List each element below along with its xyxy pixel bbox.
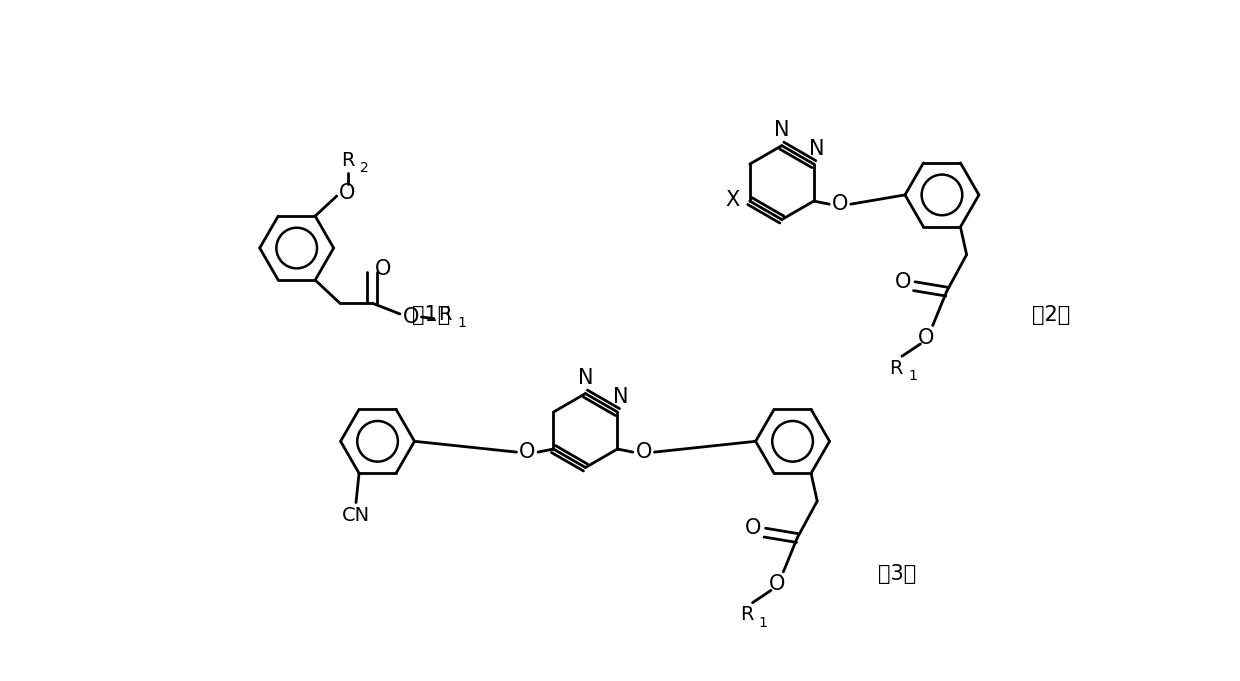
Text: N: N — [578, 368, 593, 388]
Text: N: N — [613, 387, 629, 407]
Text: R: R — [439, 305, 453, 324]
Text: O: O — [919, 328, 935, 348]
Text: N: N — [810, 139, 825, 159]
Text: （1）: （1） — [413, 305, 450, 325]
Text: O: O — [374, 259, 391, 279]
Text: R: R — [341, 151, 355, 170]
Text: （2）: （2） — [1032, 305, 1070, 325]
Text: N: N — [774, 121, 790, 140]
Text: O: O — [403, 307, 419, 327]
Text: O: O — [635, 442, 652, 462]
Text: O: O — [520, 442, 536, 462]
Text: R: R — [889, 359, 903, 378]
Text: CN: CN — [342, 506, 370, 525]
Text: O: O — [894, 272, 911, 291]
Text: X: X — [725, 190, 740, 210]
Text: 2: 2 — [360, 161, 368, 174]
Text: R: R — [739, 605, 753, 624]
Text: O: O — [745, 518, 761, 538]
Text: 1: 1 — [908, 369, 918, 383]
Text: 1: 1 — [759, 616, 768, 630]
Text: 1: 1 — [458, 316, 466, 330]
Text: O: O — [832, 194, 848, 214]
Text: （3）: （3） — [878, 564, 916, 584]
Text: O: O — [340, 183, 356, 203]
Text: O: O — [769, 574, 785, 595]
